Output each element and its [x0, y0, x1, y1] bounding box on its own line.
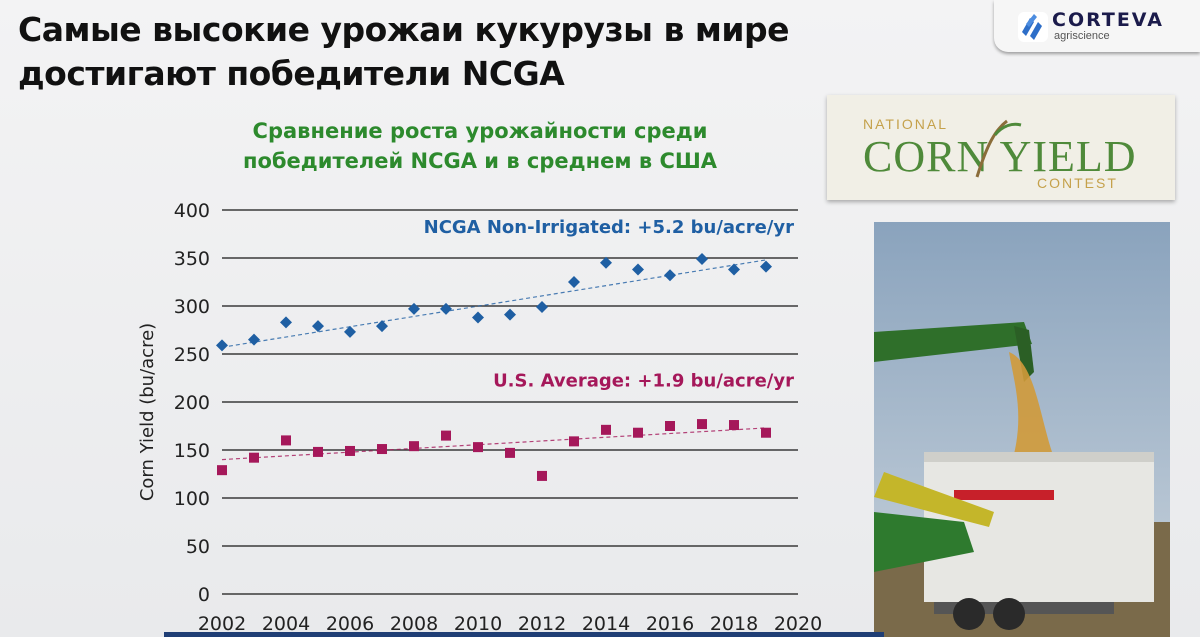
data-point-diamond — [248, 333, 260, 346]
data-point-square — [601, 424, 611, 435]
x-tick-label: 2016 — [646, 613, 694, 632]
y-tick-label: 50 — [186, 536, 210, 558]
bottom-accent-bar — [164, 632, 884, 637]
slide-title: Самые высокие урожаи кукурузы в мире дос… — [18, 8, 818, 96]
trendline-diamond — [221, 259, 767, 348]
national-corn-yield-contest-logo: NATIONAL CORN YIELD CONTEST — [827, 95, 1175, 200]
x-tick-label: 2006 — [326, 613, 374, 632]
y-tick-label: 150 — [174, 440, 210, 462]
x-tick-label: 2018 — [710, 613, 758, 632]
data-point-diamond — [376, 320, 388, 333]
data-point-square — [569, 436, 579, 447]
data-point-diamond — [344, 325, 356, 338]
data-point-square — [633, 427, 643, 438]
data-point-diamond — [408, 302, 420, 315]
data-point-square — [345, 445, 355, 456]
contest-logo-line-3: CONTEST — [1037, 175, 1118, 191]
data-point-square — [729, 420, 739, 431]
chart-title-line-1: Сравнение роста урожайности среди — [252, 119, 708, 143]
data-point-square — [217, 465, 227, 476]
data-point-diamond — [440, 302, 452, 315]
y-tick-label: 400 — [174, 200, 210, 222]
corteva-logo: CORTEVA agriscience — [994, 0, 1200, 52]
contest-logo-line-1: NATIONAL — [863, 116, 948, 132]
data-point-square — [441, 430, 451, 441]
combine-harvester-photo — [874, 222, 1170, 637]
y-tick-label: 300 — [174, 296, 210, 318]
data-point-diamond — [536, 300, 548, 313]
data-point-square — [761, 427, 771, 438]
x-tick-label: 2002 — [198, 613, 246, 632]
slide-title-line-1: Самые высокие урожаи кукурузы в мире — [18, 10, 789, 49]
data-point-diamond — [312, 320, 324, 333]
series-label: U.S. Average: +1.9 bu/acre/yr — [493, 371, 794, 392]
y-tick-label: 250 — [174, 344, 210, 366]
y-axis-label: Corn Yield (bu/acre) — [137, 323, 158, 501]
y-tick-label: 350 — [174, 248, 210, 270]
data-point-square — [281, 435, 291, 446]
data-point-diamond — [632, 263, 644, 276]
yield-scatter-chart: 0 50 100 150 200 250 300 350 400 2002 2004 2006 2008… — [137, 200, 822, 632]
data-point-diamond — [696, 252, 708, 265]
data-point-diamond — [216, 339, 228, 352]
series-label: NCGA Non-Irrigated: +5.2 bu/acre/yr — [424, 217, 794, 238]
x-tick-label: 2004 — [262, 613, 310, 632]
chart-title-line-2: победителей NCGA и в среднем в США — [242, 149, 718, 173]
x-tick-label: 2020 — [774, 613, 822, 632]
x-tick-label: 2012 — [518, 613, 566, 632]
data-point-square — [665, 421, 675, 431]
data-point-diamond — [504, 308, 516, 321]
data-point-square — [313, 446, 323, 457]
corn-leaf-icon — [975, 119, 1008, 178]
x-tick-label: 2008 — [390, 613, 438, 632]
data-point-square — [505, 447, 515, 458]
data-point-square — [249, 452, 259, 463]
trendline-square — [221, 427, 767, 461]
x-tick-label: 2014 — [582, 613, 630, 632]
data-point-square — [473, 442, 483, 453]
slide-title-line-2: достигают победители NCGA — [18, 54, 565, 93]
data-point-square — [537, 470, 547, 481]
data-point-diamond — [600, 256, 612, 269]
data-point-diamond — [472, 311, 484, 324]
y-tick-label: 100 — [174, 488, 210, 510]
data-point-diamond — [568, 276, 580, 288]
data-point-diamond — [760, 260, 772, 273]
y-tick-label: 0 — [198, 584, 210, 606]
brand-name: CORTEVA — [1052, 9, 1164, 31]
x-tick-label: 2010 — [454, 613, 502, 632]
corteva-logo-icon — [1018, 12, 1048, 42]
brand-subtitle: agriscience — [1054, 30, 1110, 42]
data-point-diamond — [728, 263, 740, 276]
y-tick-label: 200 — [174, 392, 210, 414]
contest-logo-line-2: CORN YIELD — [863, 132, 1137, 181]
data-point-diamond — [280, 316, 292, 329]
data-point-square — [697, 419, 707, 430]
data-point-square — [409, 441, 419, 452]
data-point-diamond — [664, 269, 676, 282]
data-point-square — [377, 444, 387, 455]
chart-title: Сравнение роста урожайности среди победи… — [210, 116, 750, 176]
